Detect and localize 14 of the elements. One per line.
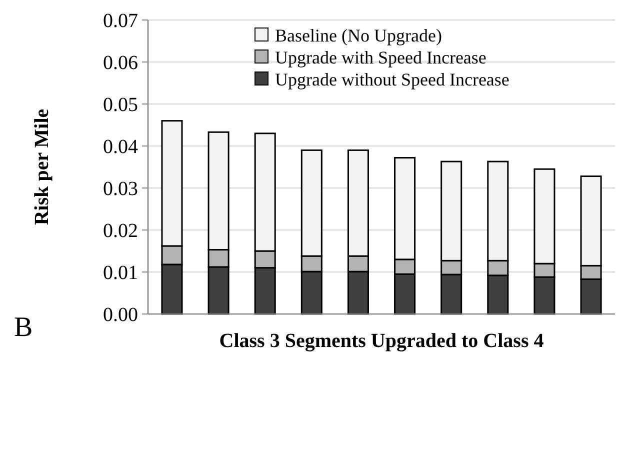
y-tick-label: 0.00 xyxy=(103,304,138,326)
legend-label: Upgrade without Speed Increase xyxy=(275,69,510,90)
y-tick-label: 0.05 xyxy=(103,94,138,116)
x-axis-title: Class 3 Segments Upgraded to Class 4 xyxy=(219,330,544,352)
legend-label: Baseline (No Upgrade) xyxy=(275,25,442,46)
y-axis-title: Risk per Mile xyxy=(31,108,53,226)
y-tick-label: 0.02 xyxy=(103,220,138,242)
y-tick-label: 0.07 xyxy=(103,10,138,32)
text: B xyxy=(14,312,33,343)
y-tick-label: 0.01 xyxy=(103,262,138,284)
legend-label: Upgrade with Speed Increase xyxy=(275,47,486,68)
y-tick-label: 0.04 xyxy=(103,136,138,158)
y-tick-label: 0.06 xyxy=(103,52,138,74)
y-tick-label: 0.03 xyxy=(103,178,138,200)
